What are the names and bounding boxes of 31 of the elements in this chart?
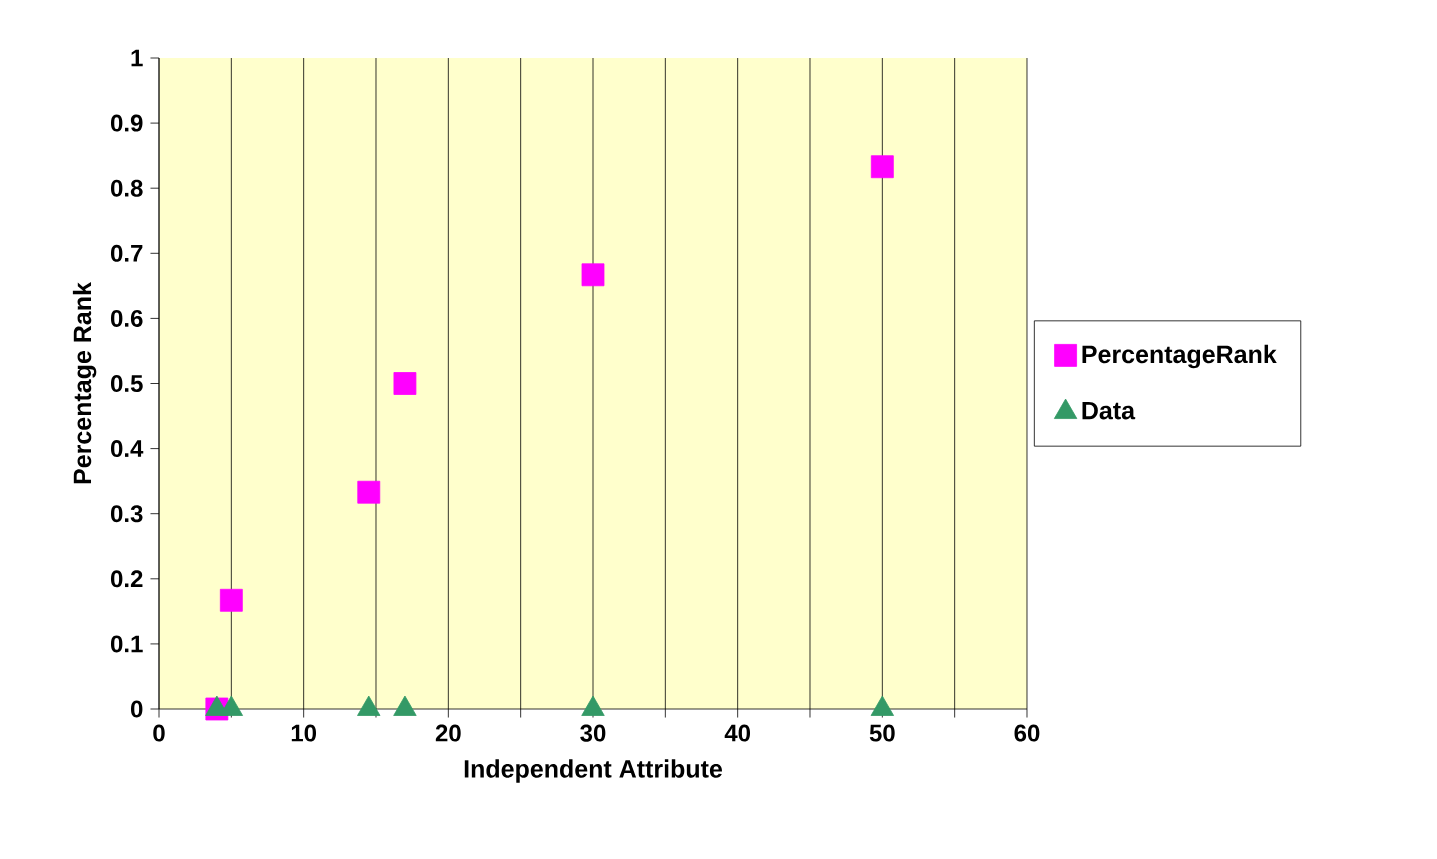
x-tick-label: 60 xyxy=(1014,724,1040,742)
y-tick-label: 0.6 xyxy=(110,309,143,327)
y-tick-label: 0.3 xyxy=(110,505,143,523)
y-tick-label: 0.4 xyxy=(110,440,144,458)
x-tick-label: 30 xyxy=(580,724,606,742)
point xyxy=(870,155,894,179)
y-tick-label: 0 xyxy=(130,700,143,718)
x-tick-label: 0 xyxy=(153,724,165,742)
x-axis-title: Independent Attribute xyxy=(464,759,722,783)
point xyxy=(393,695,417,716)
y-tick-label: 0.7 xyxy=(110,244,143,262)
y-tick-label: 1 xyxy=(131,49,143,67)
x-tick-label: 10 xyxy=(291,724,317,742)
legend-label: PercentageRank xyxy=(1082,344,1277,369)
y-tick-label: 0.8 xyxy=(110,179,143,197)
point xyxy=(581,695,605,716)
point xyxy=(870,695,894,716)
legend-label: Data xyxy=(1082,401,1136,420)
point xyxy=(357,480,381,504)
point xyxy=(357,695,381,716)
point xyxy=(581,263,605,287)
y-tick-label: 0.5 xyxy=(110,375,143,392)
y-axis-title: Percentage Rank xyxy=(72,282,97,484)
y-tick-label: 0.2 xyxy=(110,570,143,588)
x-tick-label: 20 xyxy=(435,724,461,742)
point xyxy=(393,372,417,395)
y-tick-label: 0.1 xyxy=(110,635,143,653)
y-tick-label: 0.9 xyxy=(110,114,143,132)
x-tick-label: 50 xyxy=(869,724,895,742)
point xyxy=(219,695,243,716)
x-tick-label: 40 xyxy=(724,724,751,742)
